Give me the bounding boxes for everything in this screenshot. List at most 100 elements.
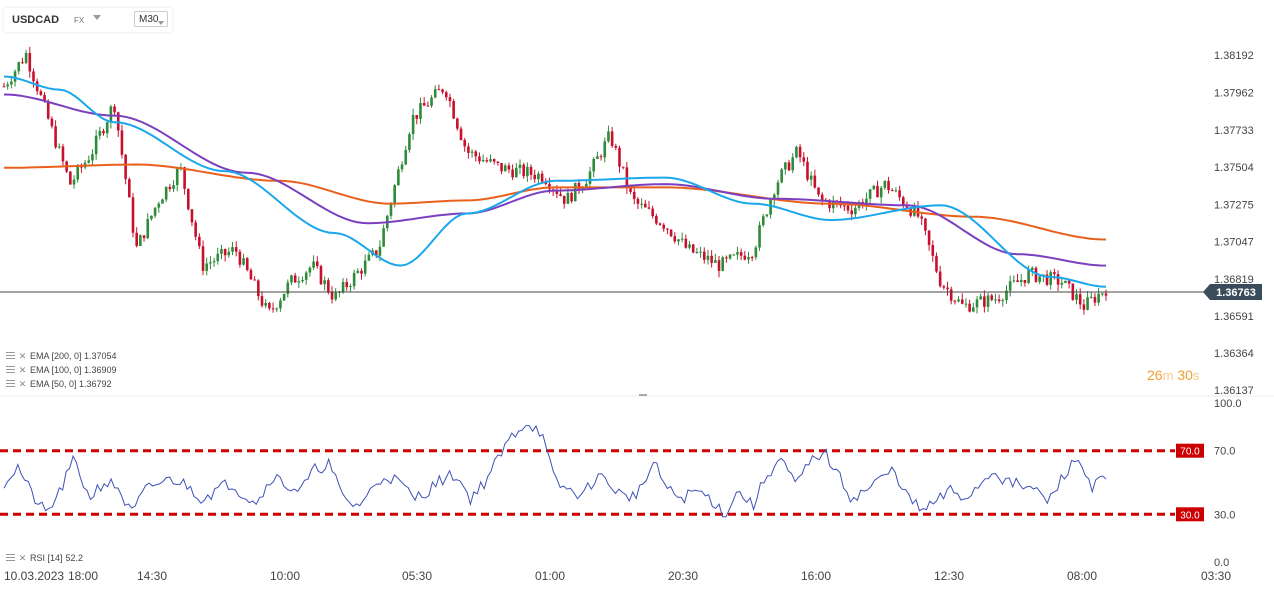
ema100-label: EMA [100, 0] 1.36909 [30,365,117,375]
candle-body [315,261,319,267]
candle-body [629,187,632,192]
candle-body [1056,274,1060,285]
menu-icon[interactable] [6,554,15,562]
candle-body [979,296,982,300]
timeframe-chevron-icon[interactable] [158,21,164,25]
candle-body [411,115,415,135]
candle-body [680,238,684,240]
candle-body [286,282,290,294]
candle-body [249,270,253,280]
candle-body [1075,294,1078,300]
candle-body [164,186,168,200]
chevron-down-icon[interactable] [93,15,101,20]
candle-body [242,258,245,265]
candle-body [54,126,57,148]
candle-body [526,166,529,177]
candle-body [282,293,286,301]
candle-body [972,307,975,312]
candle-body [817,187,820,195]
candle-body [658,223,662,225]
candle-body [46,101,50,119]
candle-body [1008,281,1012,291]
candle-body [920,216,924,219]
candle-body [868,189,872,199]
time-tick: 05:30 [402,569,432,583]
close-icon[interactable]: ✕ [18,379,27,389]
candle-body [452,101,455,119]
close-icon[interactable]: ✕ [18,365,27,375]
candle-body [496,161,500,164]
candle-body [596,156,599,159]
candle-body [798,146,802,158]
candle-body [986,295,990,307]
menu-icon[interactable] [6,352,15,360]
time-axis: 10.03.2023 18:00 14:30 10:00 05:30 01:00 20:30… [4,569,1231,583]
symbol-selector[interactable]: USDCAD FX M30 [4,8,172,32]
candle-body [220,249,223,254]
candle-body [953,300,957,302]
candle-body [743,255,747,260]
candle-body [725,257,728,259]
candle-body [710,255,713,263]
price-tick: 1.37504 [1214,162,1254,174]
price-tick: 1.36364 [1214,348,1254,360]
rsi-legend[interactable]: ✕ RSI [14] 52.2 [6,552,83,564]
candle-body [245,258,249,271]
rsi-level-tag [1176,443,1204,458]
candle-body [183,167,186,189]
ema100-legend[interactable]: ✕ EMA [100, 0] 1.36909 [6,364,117,376]
candle-body [319,266,323,285]
candle-body [621,166,625,168]
rsi-level-tag [1176,507,1204,522]
candle-body [135,232,138,246]
candle-body [393,185,396,204]
candle-body [927,230,931,246]
candle-body [876,185,879,198]
candle-body [747,257,750,260]
candle-body [750,257,754,259]
candle-body [10,81,13,85]
close-icon[interactable]: ✕ [18,553,27,563]
menu-icon[interactable] [6,380,15,388]
candle-body [684,238,688,248]
pane-resize-handle[interactable] [639,394,647,396]
candle-body [312,261,315,268]
candle-body [1104,293,1108,296]
candle-body [968,303,971,312]
candle-body [1064,280,1067,283]
timeframe-select[interactable]: M30 [134,11,168,27]
menu-icon[interactable] [6,366,15,374]
candle-body [518,164,522,168]
candle-body [714,260,717,263]
rsi-label: RSI [14] [30,553,63,563]
candle-body [573,182,577,202]
candle-body [150,215,153,219]
price-tick: 1.36591 [1214,311,1254,323]
candle-body [297,281,301,283]
candle-body [754,247,758,258]
candle-body [124,154,127,180]
candle-body [32,71,35,82]
candle-body [1049,272,1053,285]
candle-body [349,286,352,288]
candle-body [172,185,175,190]
close-icon[interactable]: ✕ [18,351,27,361]
candle-body [157,203,161,208]
price-tick: 1.37275 [1214,199,1254,211]
candle-body [128,179,131,198]
ema200-legend[interactable]: ✕ EMA [200, 0] 1.37054 [6,350,117,362]
candle-body [717,260,721,271]
candle-body [562,195,566,204]
candle-body [374,250,378,256]
candle-body [890,190,894,192]
candle-body [80,166,83,168]
candle-body [260,296,264,306]
candle-body [430,97,433,106]
candle-body [198,236,201,247]
candle-body [341,282,345,292]
candle-body [566,192,570,204]
candle-body [957,299,960,302]
ema50-legend[interactable]: ✕ EMA [50, 0] 1.36792 [6,378,112,390]
candle-body [43,95,46,102]
